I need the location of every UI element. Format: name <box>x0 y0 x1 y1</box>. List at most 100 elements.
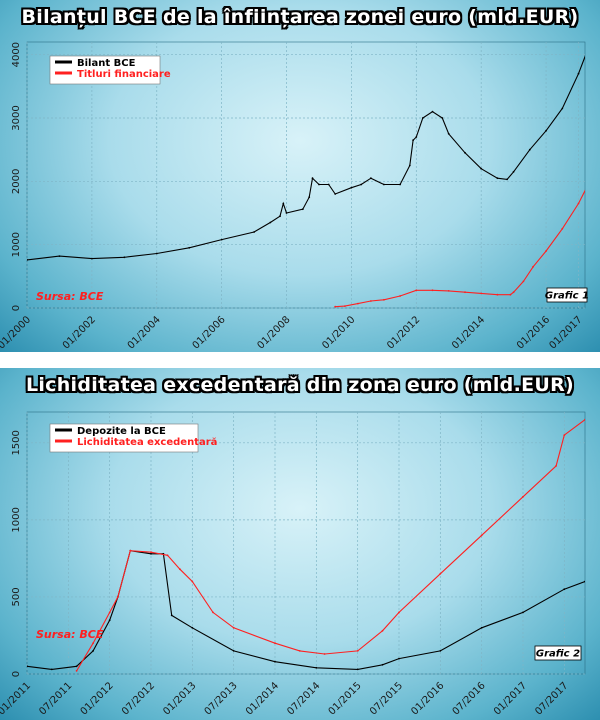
chart-2-svg: 0 500 1000 1500 01/2011 07/2011 01/2012 07/2012… <box>0 411 586 717</box>
x-tick-label-1-3: 07/2012 <box>120 680 157 717</box>
data-point-0-0-27 <box>421 117 424 119</box>
data-point-1-0-13 <box>315 666 318 669</box>
data-point-0-1-2 <box>357 302 359 305</box>
data-point-1-1-2 <box>108 611 111 614</box>
x-tick-label-0-0: 01/2000 <box>0 314 33 351</box>
x-tick-label-1-5: 07/2013 <box>203 680 240 717</box>
data-point-1-1-5 <box>150 551 152 554</box>
data-point-1-1-15 <box>381 629 384 632</box>
data-point-0-1-19 <box>587 184 589 186</box>
data-point-0-1-5 <box>399 295 401 297</box>
data-point-0-0-24 <box>408 164 411 167</box>
data-point-0-1-9 <box>464 291 466 294</box>
data-point-0-1-7 <box>431 289 434 292</box>
y-tick-label-1-3: 1500 <box>11 430 22 455</box>
data-point-0-0-25 <box>412 139 414 142</box>
data-point-1-1-20 <box>555 465 557 467</box>
data-point-0-0-29 <box>441 117 444 119</box>
data-point-0-0-3 <box>91 257 93 260</box>
data-point-1-0-4 <box>108 619 111 621</box>
data-point-0-1-1 <box>344 305 346 307</box>
data-point-0-0-2 <box>58 255 61 257</box>
data-point-1-0-7 <box>150 552 152 555</box>
y-tick-label-0-2: 2000 <box>11 169 22 194</box>
data-point-0-1-4 <box>383 298 385 301</box>
data-point-0-0-14 <box>308 196 311 199</box>
data-point-1-0-14 <box>356 668 359 671</box>
figure-label-box-0 <box>546 287 588 303</box>
series-line-0-1 <box>335 189 585 308</box>
x-tick-label-0-7: 01/2014 <box>450 314 487 351</box>
data-point-0-0-37 <box>545 129 547 132</box>
data-point-0-0-22 <box>383 183 385 186</box>
data-point-1-1-4 <box>129 549 132 552</box>
data-point-1-0-12 <box>274 660 276 663</box>
source-label-0: Sursa: BCE <box>36 290 104 303</box>
legend-box-1 <box>49 423 199 453</box>
data-point-1-0-2 <box>75 665 78 668</box>
data-point-1-0-19 <box>522 611 524 614</box>
data-point-0-0-39 <box>577 72 580 75</box>
data-point-0-0-40 <box>587 47 589 49</box>
y-tick-label-1-2: 1000 <box>11 507 22 532</box>
x-tick-label-0-3: 01/2006 <box>191 314 228 351</box>
y-tick-label-0-4: 4000 <box>11 42 22 67</box>
data-point-0-0-5 <box>155 252 158 255</box>
series-line-1-1 <box>76 419 585 672</box>
legend-label-0-1: Titluri financiare <box>77 69 171 80</box>
data-point-0-0-35 <box>512 170 515 173</box>
data-point-1-0-15 <box>381 663 384 666</box>
data-point-1-1-22 <box>584 418 585 421</box>
figure-label-0: Grafic 1 <box>545 291 589 302</box>
data-point-0-0-19 <box>350 186 353 189</box>
data-point-0-0-21 <box>370 177 372 180</box>
data-point-1-0-21 <box>584 580 585 583</box>
data-point-0-0-30 <box>447 132 450 135</box>
data-point-1-1-7 <box>179 568 181 571</box>
y-tick-label-0-0: 0 <box>11 305 22 311</box>
data-point-1-0-0 <box>27 665 28 668</box>
data-point-0-1-0 <box>334 305 337 308</box>
x-tick-label-1-8: 01/2015 <box>327 680 364 717</box>
x-tick-label-0-8: 01/2016 <box>515 314 552 351</box>
data-point-0-0-11 <box>282 202 285 205</box>
x-tick-label-1-7: 07/2014 <box>285 680 322 717</box>
figure-label-1: Grafic 2 <box>536 649 580 660</box>
data-point-0-1-18 <box>577 202 580 205</box>
figure-label-box-1 <box>534 645 582 661</box>
data-point-0-0-26 <box>415 136 418 138</box>
data-point-1-0-1 <box>50 668 53 671</box>
x-tick-label-0-1: 01/2002 <box>61 314 98 351</box>
data-point-1-1-6 <box>166 554 169 557</box>
data-point-1-0-16 <box>398 657 400 660</box>
data-point-0-0-9 <box>269 221 272 224</box>
data-point-1-0-9 <box>170 614 173 617</box>
x-tick-label-1-0: 01/2011 <box>0 680 33 717</box>
y-tick-label-0-3: 3000 <box>11 105 22 130</box>
data-point-0-0-4 <box>123 256 126 259</box>
data-point-1-1-21 <box>563 434 566 436</box>
y-tick-label-1-0: 0 <box>11 671 22 677</box>
legend-label-1-1: Lichiditatea excedentară <box>77 437 217 448</box>
data-point-0-0-10 <box>279 215 281 218</box>
data-point-1-1-18 <box>480 534 483 537</box>
x-tick-label-1-10: 01/2016 <box>409 680 446 717</box>
x-tick-label-1-12: 01/2017 <box>492 680 529 717</box>
data-point-0-0-17 <box>327 183 330 186</box>
x-tick-label-0-9: 01/2017 <box>547 314 584 351</box>
x-tick-label-0-6: 01/2012 <box>385 314 422 351</box>
data-point-1-1-13 <box>323 653 326 655</box>
data-point-1-1-9 <box>212 611 214 614</box>
data-point-0-1-12 <box>509 293 512 296</box>
x-tick-label-1-4: 01/2013 <box>161 680 198 717</box>
x-tick-label-0-4: 01/2008 <box>255 314 292 351</box>
y-tick-label-0-1: 1000 <box>11 232 22 257</box>
chart-panel-2: Lichiditatea excedentară din zona euro (… <box>0 368 600 720</box>
data-point-1-1-19 <box>522 495 524 498</box>
data-point-1-0-10 <box>191 626 194 629</box>
data-point-1-1-14 <box>356 650 359 652</box>
data-point-1-1-11 <box>274 642 276 645</box>
data-point-0-1-16 <box>545 250 547 252</box>
data-point-0-0-6 <box>188 246 191 249</box>
data-point-0-0-15 <box>311 177 314 180</box>
